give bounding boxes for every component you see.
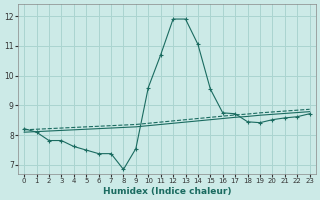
X-axis label: Humidex (Indice chaleur): Humidex (Indice chaleur) [103,187,231,196]
